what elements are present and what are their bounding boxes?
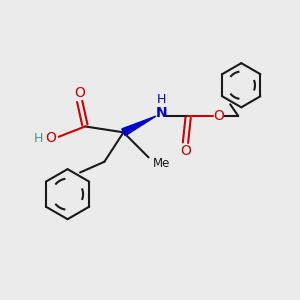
Text: O: O xyxy=(74,86,85,100)
Text: N: N xyxy=(155,106,167,120)
Text: O: O xyxy=(213,109,224,123)
Text: Me: Me xyxy=(153,157,170,170)
Polygon shape xyxy=(122,116,156,136)
Text: O: O xyxy=(180,144,191,158)
Text: H: H xyxy=(157,93,166,106)
Text: O: O xyxy=(45,131,56,145)
Text: H: H xyxy=(33,132,43,145)
